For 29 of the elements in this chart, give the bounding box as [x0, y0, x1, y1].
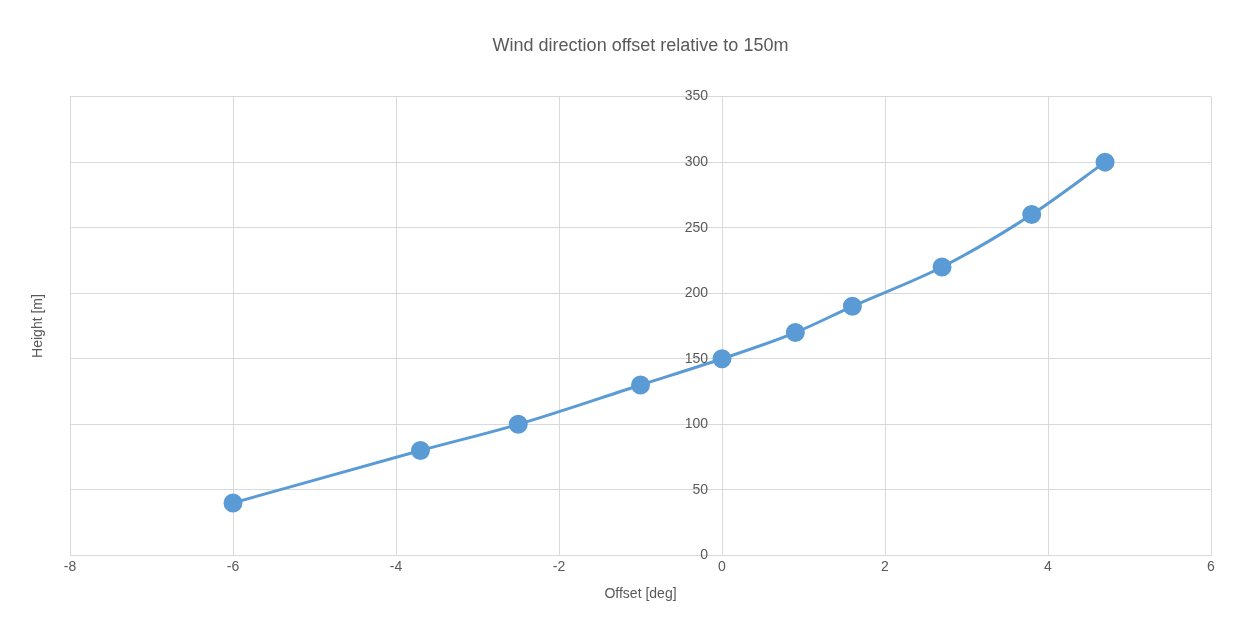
point	[1022, 205, 1042, 225]
y-axis-title: Height [m]	[28, 294, 45, 358]
x-tick-label: -8	[63, 557, 77, 574]
point	[1095, 152, 1115, 172]
point	[712, 349, 732, 369]
point	[842, 296, 862, 316]
y-tick-label: 200	[684, 284, 709, 301]
x-tick-label: 2	[881, 557, 890, 574]
x-tick-label: 0	[718, 557, 727, 574]
point	[631, 375, 650, 395]
point	[508, 414, 528, 434]
point	[223, 493, 243, 513]
y-tick-label: 50	[692, 480, 709, 497]
point	[785, 323, 805, 343]
y-tick-label: 150	[684, 349, 709, 366]
x-axis-title: Offset [deg]	[604, 585, 677, 602]
y-tick-label: 300	[684, 153, 709, 169]
point	[410, 441, 430, 461]
x-tick-label: 6	[1207, 557, 1216, 574]
x-tick-label: -4	[389, 557, 403, 574]
y-tick-label: 350	[684, 87, 709, 104]
chart-title: Wind direction offset relative to 150m	[492, 34, 789, 55]
x-tick-label: -2	[552, 557, 566, 574]
y-tick-label: 0	[700, 546, 709, 563]
x-tick-label: 4	[1044, 557, 1053, 574]
point	[932, 257, 952, 277]
y-tick-label: 250	[684, 218, 709, 235]
x-tick-label: -6	[226, 557, 240, 574]
y-tick-label: 100	[684, 415, 709, 432]
